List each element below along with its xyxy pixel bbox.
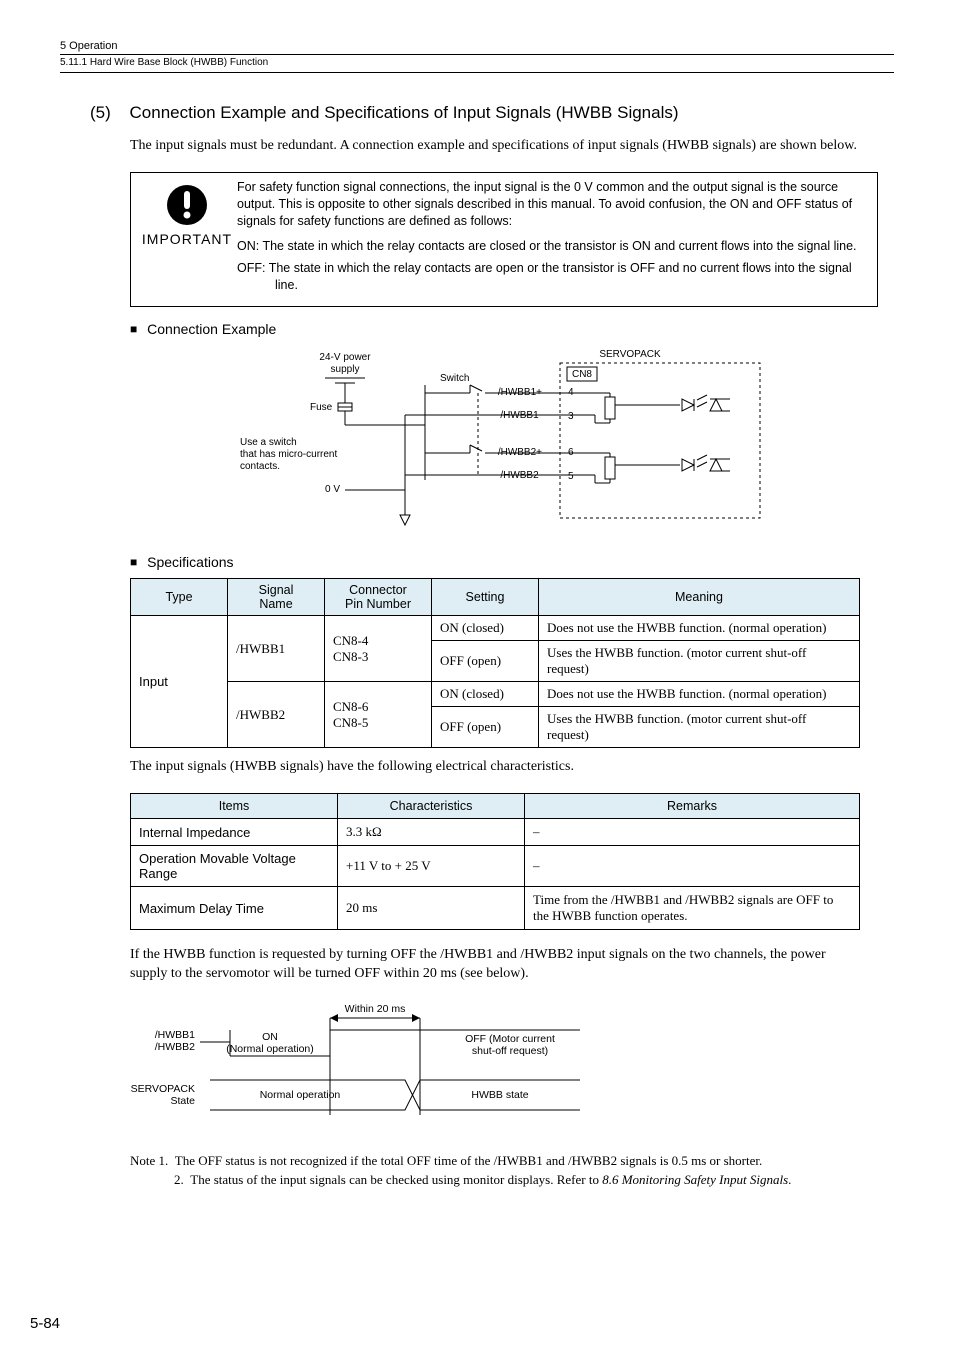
th-items: Items [131, 794, 338, 819]
td-set-on-2: ON (closed) [432, 682, 539, 707]
important-on-def: ON: The state in which the relay contact… [237, 238, 867, 255]
important-paragraph: For safety function signal connections, … [237, 179, 867, 230]
svg-text:/HWBB1-: /HWBB1- [500, 410, 542, 421]
note-1-text: The OFF status is not recognized if the … [175, 1153, 762, 1168]
svg-text:4: 4 [568, 387, 574, 398]
connection-example-heading: ■ Connection Example [130, 321, 894, 337]
svg-text:/HWBB2-: /HWBB2- [500, 470, 542, 481]
connection-example-label: Connection Example [147, 321, 276, 337]
th-pin: ConnectorPin Number [325, 579, 432, 616]
svg-text:/HWBB2+: /HWBB2+ [498, 447, 542, 458]
td-set-off-1: OFF (open) [432, 641, 539, 682]
td-set-off-2: OFF (open) [432, 707, 539, 748]
svg-text:SERVOPACKState: SERVOPACKState [131, 1083, 196, 1107]
page-number: 5-84 [30, 1315, 60, 1332]
td-sig1: /HWBB1 [228, 616, 325, 682]
td-rem-1: – [525, 846, 860, 887]
header-rule-2 [60, 72, 894, 73]
intro-paragraph: The input signals must be redundant. A c… [130, 137, 860, 156]
td-mean-on-1: Does not use the HWBB function. (normal … [539, 616, 860, 641]
important-box: IMPORTANT For safety function signal con… [130, 172, 878, 307]
th-setting: Setting [432, 579, 539, 616]
bullet-square-icon: ■ [130, 555, 137, 569]
td-sig2: /HWBB2 [228, 682, 325, 748]
notes: Note 1. The OFF status is not recognized… [130, 1153, 860, 1189]
note-2: 2. The status of the input signals can b… [130, 1172, 860, 1189]
svg-text:3: 3 [568, 411, 574, 422]
note-1: Note 1. The OFF status is not recognized… [130, 1153, 860, 1170]
note-2-text-a: The status of the input signals can be c… [190, 1172, 602, 1187]
td-mean-on-2: Does not use the HWBB function. (normal … [539, 682, 860, 707]
th-signal: SignalName [228, 579, 325, 616]
td-rem-2: Time from the /HWBB1 and /HWBB2 signals … [525, 887, 860, 930]
specifications-table: Type SignalName ConnectorPin Number Sett… [130, 578, 860, 748]
svg-text:/HWBB1+: /HWBB1+ [498, 387, 542, 398]
td-item-2: Maximum Delay Time [131, 887, 338, 930]
td-set-on-1: ON (closed) [432, 616, 539, 641]
timing-diagram: Within 20 ms /HWBB1 /HWBB2 ON (Normal op… [130, 1000, 894, 1133]
header-section: 5.11.1 Hard Wire Base Block (HWBB) Funct… [60, 57, 894, 68]
svg-text:Use a switchthat has micro-cur: Use a switchthat has micro-currentcontac… [240, 437, 337, 472]
th-char: Characteristics [338, 794, 525, 819]
svg-text:/HWBB1: /HWBB1 [155, 1029, 195, 1041]
important-off-def: OFF: The state in which the relay contac… [237, 260, 867, 294]
svg-text:CN8: CN8 [572, 369, 592, 380]
td-pins1: CN8-4CN8-3 [325, 616, 432, 682]
elec-intro: The input signals (HWBB signals) have th… [130, 758, 860, 777]
connection-diagram: 24-V powersupply Fuse Switch Use a switc… [210, 345, 894, 538]
svg-text:SERVOPACK: SERVOPACK [599, 349, 661, 360]
svg-text:ON: ON [262, 1031, 278, 1043]
note-2-ref: 8.6 Monitoring Safety Input Signals [602, 1172, 788, 1187]
td-rem-0: – [525, 819, 860, 846]
section-heading: (5) Connection Example and Specification… [90, 103, 894, 123]
note-2-label: 2. [174, 1172, 184, 1187]
section-title-text: Connection Example and Specifications of… [130, 103, 679, 122]
svg-text:HWBB state: HWBB state [471, 1089, 528, 1101]
svg-text:24-V powersupply: 24-V powersupply [319, 352, 371, 375]
td-type: Input [131, 616, 228, 748]
svg-text:OFF (Motor currentshut-off req: OFF (Motor currentshut-off request) [465, 1033, 555, 1057]
svg-text:Normal operation: Normal operation [260, 1089, 341, 1101]
svg-text:6: 6 [568, 447, 574, 458]
svg-text:Switch: Switch [440, 373, 469, 384]
specifications-heading: ■ Specifications [130, 554, 894, 570]
svg-text:Fuse: Fuse [310, 402, 333, 413]
td-pins2: CN8-6CN8-5 [325, 682, 432, 748]
td-mean-off-2: Uses the HWBB function. (motor current s… [539, 707, 860, 748]
note-2-text-c: . [788, 1172, 791, 1187]
important-label: IMPORTANT [137, 231, 237, 247]
timing-intro: If the HWBB function is requested by tur… [130, 946, 860, 984]
svg-text:/HWBB2: /HWBB2 [155, 1041, 195, 1053]
header-rule-1 [60, 54, 894, 55]
td-char-0: 3.3 kΩ [338, 819, 525, 846]
svg-text:Within 20 ms: Within 20 ms [345, 1003, 406, 1015]
important-icon [165, 183, 209, 227]
td-mean-off-1: Uses the HWBB function. (motor current s… [539, 641, 860, 682]
svg-text:5: 5 [568, 471, 574, 482]
note-1-label: Note 1. [130, 1153, 168, 1168]
svg-text:(Normal operation): (Normal operation) [226, 1043, 314, 1055]
th-type: Type [131, 579, 228, 616]
td-char-2: 20 ms [338, 887, 525, 930]
electrical-characteristics-table: Items Characteristics Remarks Internal I… [130, 793, 860, 930]
th-rem: Remarks [525, 794, 860, 819]
specifications-label: Specifications [147, 554, 233, 570]
svg-text:0 V: 0 V [325, 484, 340, 495]
header-chapter: 5 Operation [60, 40, 894, 52]
th-meaning: Meaning [539, 579, 860, 616]
td-item-0: Internal Impedance [131, 819, 338, 846]
section-number: (5) [90, 103, 111, 123]
td-item-1: Operation Movable Voltage Range [131, 846, 338, 887]
td-char-1: +11 V to + 25 V [338, 846, 525, 887]
bullet-square-icon: ■ [130, 322, 137, 336]
